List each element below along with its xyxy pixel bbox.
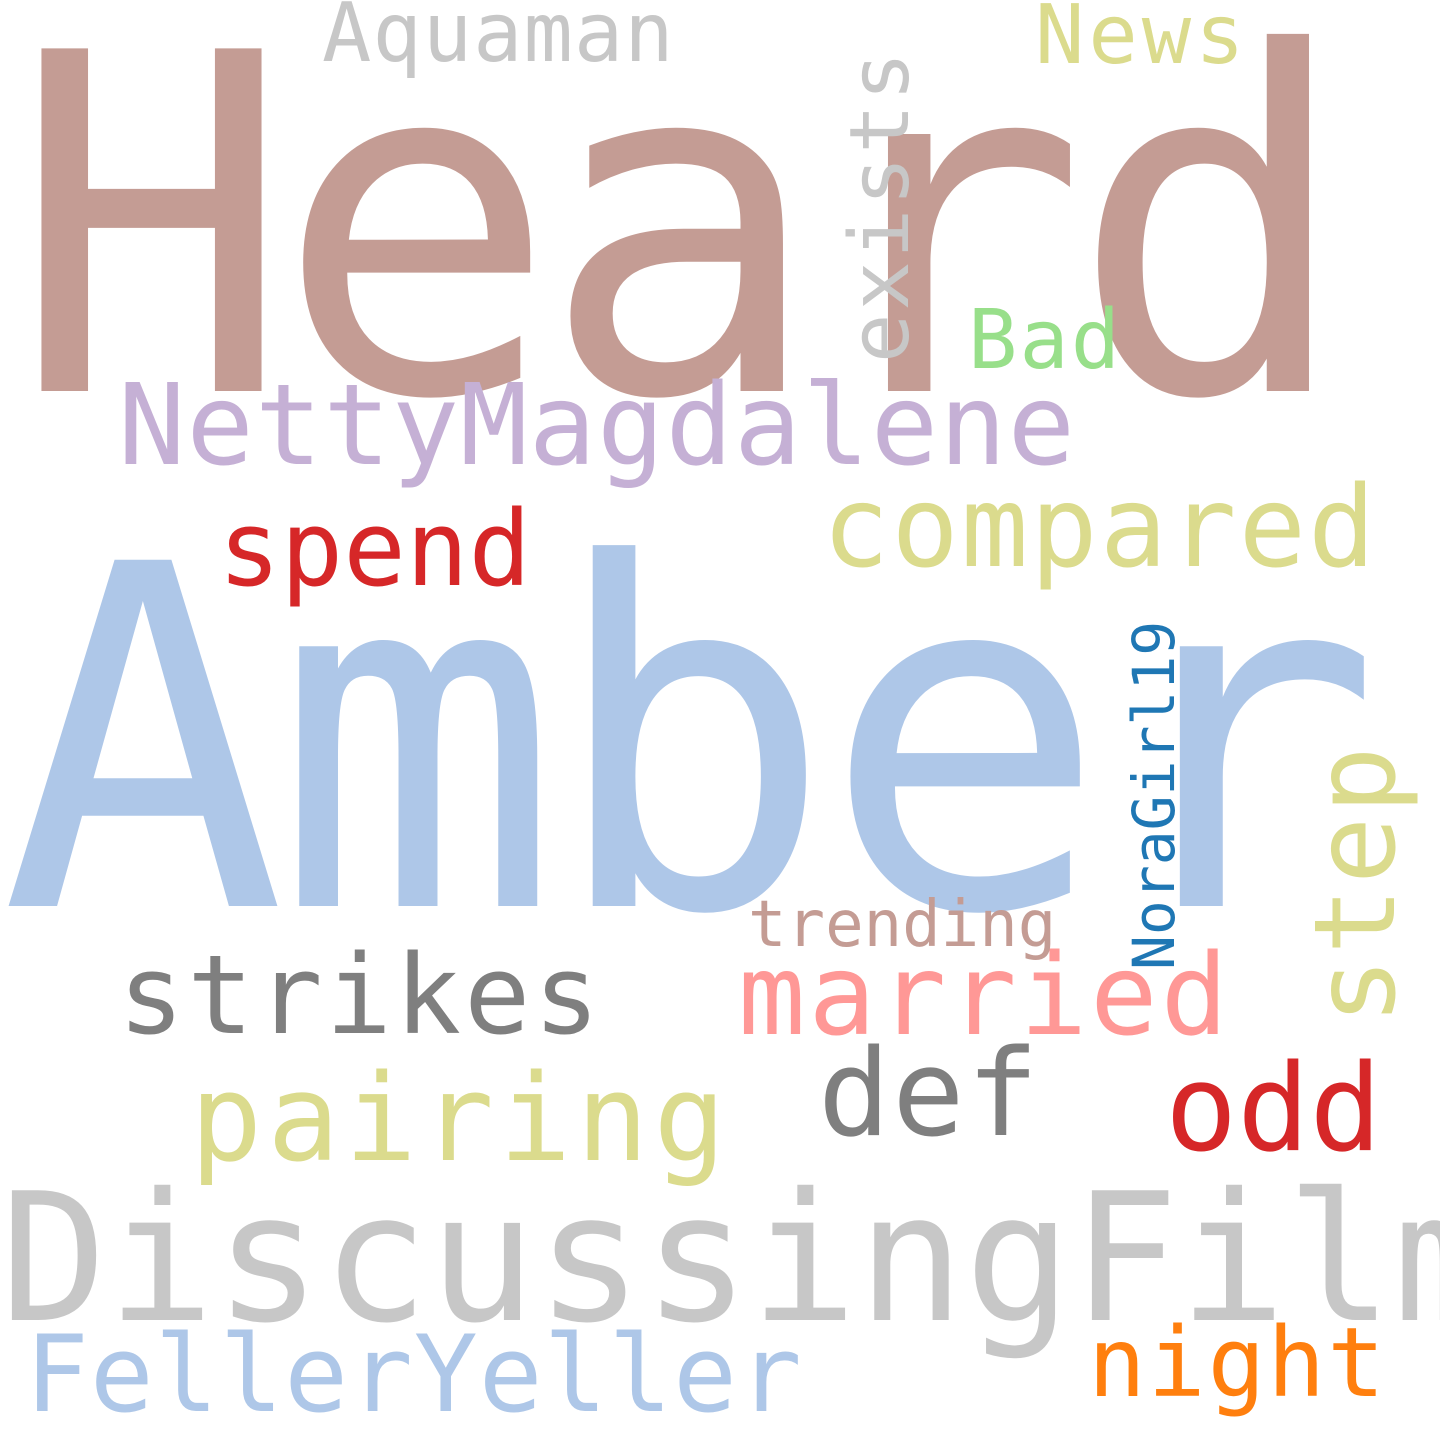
word-step: step — [1291, 743, 1421, 1025]
word-noragirl19: NoraGirl19 — [1120, 620, 1188, 970]
word-married: married — [738, 931, 1232, 1061]
word-def: def — [818, 1025, 1041, 1164]
word-news: News — [1035, 0, 1249, 83]
word-heard: Heard — [10, 0, 1353, 502]
word-pairing: pairing — [190, 1050, 731, 1189]
word-nettymagdalene: NettyMagdalene — [118, 361, 1077, 491]
word-strikes: strikes — [118, 931, 603, 1059]
word-felleryeller: FellerYeller — [25, 1313, 803, 1436]
word-discussingfilm: DiscussingFilm — [0, 1155, 1440, 1362]
word-exists: exists — [833, 48, 928, 363]
word-trending: trending — [748, 888, 1057, 962]
word-amber: Amber — [0, 466, 1382, 1019]
word-odd: odd — [1165, 1040, 1382, 1179]
word-night: night — [1088, 1307, 1387, 1419]
word-compared: compared — [822, 463, 1378, 593]
word-aquaman: Aquaman — [322, 0, 675, 81]
word-spend: spend — [218, 488, 532, 610]
word-bad: Bad — [968, 293, 1123, 388]
